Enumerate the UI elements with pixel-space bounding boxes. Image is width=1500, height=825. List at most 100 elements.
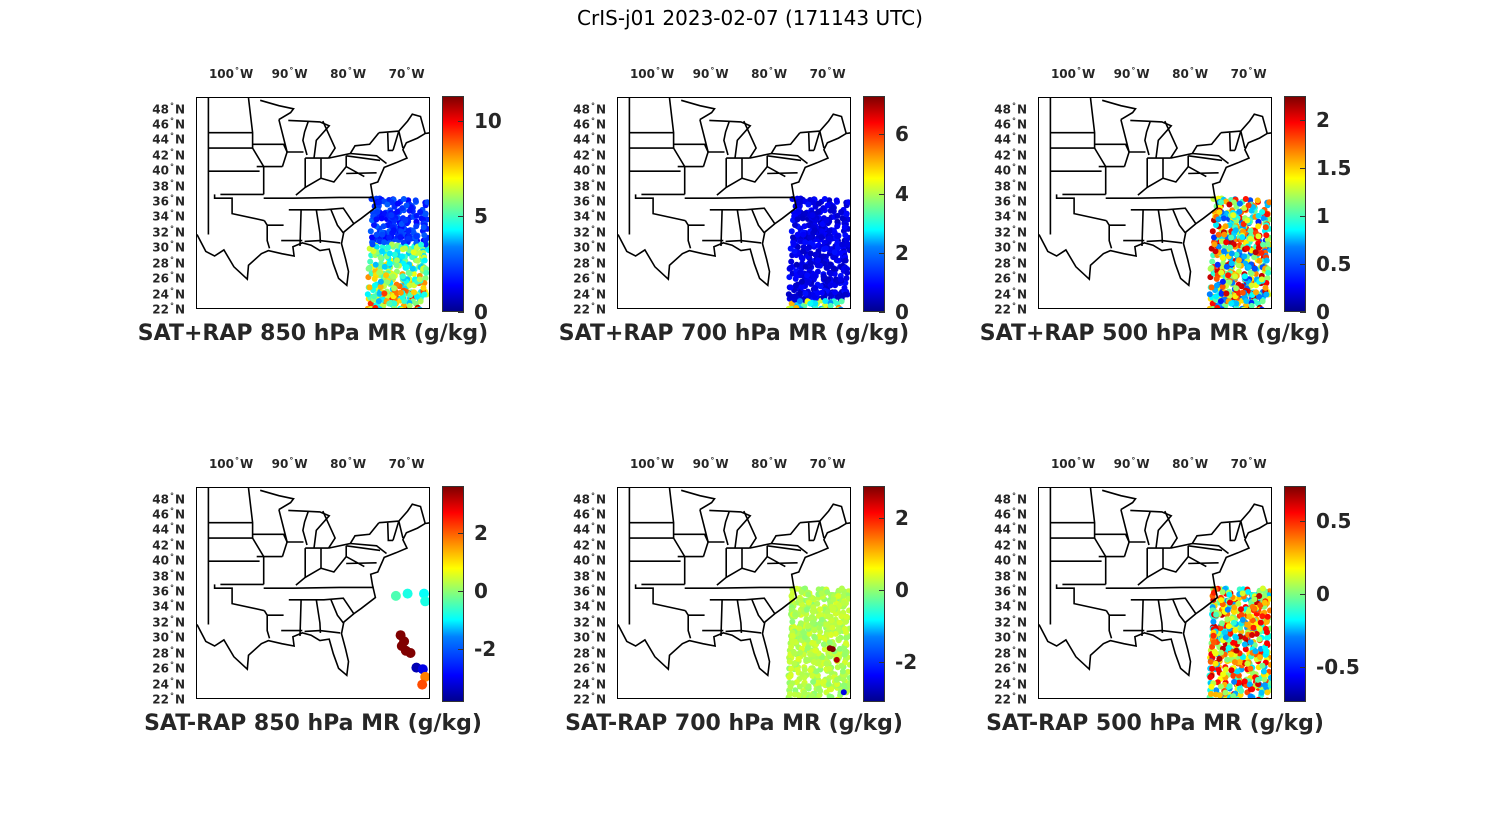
swath-point <box>829 646 836 653</box>
swath-point <box>1228 234 1235 241</box>
swath-point <box>377 278 384 285</box>
map-panel: 100°W 90°W 80°W 70°W 48°N 46°N 44°N 42°N 40°N 38°… <box>565 456 917 736</box>
lat-tick-label: 46°N <box>994 506 1027 522</box>
swath-point <box>1259 613 1266 620</box>
state-border <box>315 599 322 633</box>
swath-point <box>843 211 849 218</box>
swath-point <box>369 234 375 241</box>
swath-point <box>802 290 809 297</box>
swath-point <box>818 590 825 597</box>
swath-point <box>1260 668 1267 675</box>
swath-point <box>809 693 816 698</box>
state-border <box>346 172 377 175</box>
swath-point <box>1210 306 1216 308</box>
swath-point <box>826 235 833 242</box>
swath-point <box>412 197 419 204</box>
swath-point <box>1217 683 1224 690</box>
swath-point <box>843 241 850 248</box>
swath-point <box>1223 263 1230 270</box>
swath-point <box>836 602 843 609</box>
map-svg <box>1039 98 1273 309</box>
swath-point <box>420 596 429 607</box>
swath-point <box>413 212 420 219</box>
lat-tick-label: 28°N <box>573 645 606 661</box>
lat-tick-label: 36°N <box>152 583 185 599</box>
swath-point <box>394 208 401 215</box>
state-border <box>714 586 795 589</box>
swath-point <box>809 619 816 626</box>
swath-point <box>1232 634 1239 641</box>
lat-tick-label: 34°N <box>994 208 1027 224</box>
swath-point <box>1246 613 1253 620</box>
lat-tick-label: 38°N <box>573 568 606 584</box>
figure-title: CrIS-j01 2023-02-07 (171143 UTC) <box>577 6 923 30</box>
swath-point <box>1268 308 1273 309</box>
swath-point <box>1267 607 1271 614</box>
colorbar-tick-label: 0 <box>895 300 909 324</box>
swath-point <box>422 241 429 248</box>
swath-point <box>834 233 841 240</box>
swath-point <box>1216 209 1223 216</box>
state-border <box>1101 489 1137 511</box>
swath-point <box>842 232 849 239</box>
state-border <box>634 584 686 612</box>
swath-point <box>1257 602 1264 609</box>
swath-point <box>1228 260 1235 267</box>
state-border <box>799 113 847 134</box>
swath-point <box>1217 298 1224 305</box>
lat-tick-label: 44°N <box>152 131 185 147</box>
swath-point <box>1262 284 1269 291</box>
colorbar-tick-mark <box>1300 168 1306 169</box>
coastline <box>618 522 850 677</box>
swath-point <box>1259 585 1266 592</box>
swath-point <box>797 199 803 206</box>
swath-point <box>1211 241 1218 248</box>
lon-tick-label: 80°W <box>330 66 367 81</box>
state-border <box>278 119 288 167</box>
state-border <box>1188 172 1219 175</box>
colorbar-tick-label: 6 <box>895 122 909 147</box>
swath-point <box>842 697 844 698</box>
state-border <box>1144 121 1151 156</box>
state-border <box>278 509 288 557</box>
swath-point <box>803 307 808 308</box>
lat-tick-label: 42°N <box>994 147 1027 163</box>
swath-point <box>406 302 413 308</box>
colorbar-tick-mark <box>879 590 885 592</box>
swath-point <box>390 227 397 234</box>
swath-point <box>401 298 408 304</box>
state-border <box>684 220 692 249</box>
state-border <box>684 610 692 639</box>
swath-point <box>810 659 817 666</box>
lat-tick-label: 46°N <box>994 116 1027 132</box>
swath-point <box>801 666 808 673</box>
swath-point <box>1213 293 1220 300</box>
state-border <box>743 120 758 159</box>
swath-point <box>1251 605 1258 612</box>
swath-point <box>1231 604 1238 611</box>
lon-tick-label: 70°W <box>809 66 846 81</box>
swath-point <box>1206 291 1213 298</box>
swath-point <box>812 251 819 258</box>
lat-tick-label: 24°N <box>573 676 606 692</box>
swath-point <box>1258 689 1265 696</box>
state-border <box>304 239 341 244</box>
swath-point <box>818 234 825 241</box>
state-border <box>1120 509 1130 557</box>
state-border <box>1137 165 1207 196</box>
lat-tick-label: 42°N <box>152 147 185 163</box>
coastline <box>1039 522 1271 677</box>
lat-tick-label: 36°N <box>994 583 1027 599</box>
state-border <box>213 194 265 222</box>
swath-point <box>815 200 822 207</box>
swath-point <box>820 641 827 648</box>
swath-point <box>1214 679 1221 686</box>
swath-point <box>1256 696 1261 698</box>
swath-point <box>792 222 798 228</box>
swath-point <box>381 239 388 246</box>
state-border <box>1240 520 1246 539</box>
swath-point <box>402 588 413 599</box>
swath-point <box>1234 668 1241 675</box>
state-border <box>716 555 786 586</box>
swath-point <box>1253 289 1259 296</box>
